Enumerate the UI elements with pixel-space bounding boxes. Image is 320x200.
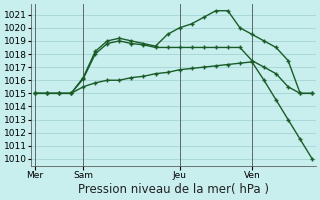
- X-axis label: Pression niveau de la mer( hPa ): Pression niveau de la mer( hPa ): [78, 183, 269, 196]
